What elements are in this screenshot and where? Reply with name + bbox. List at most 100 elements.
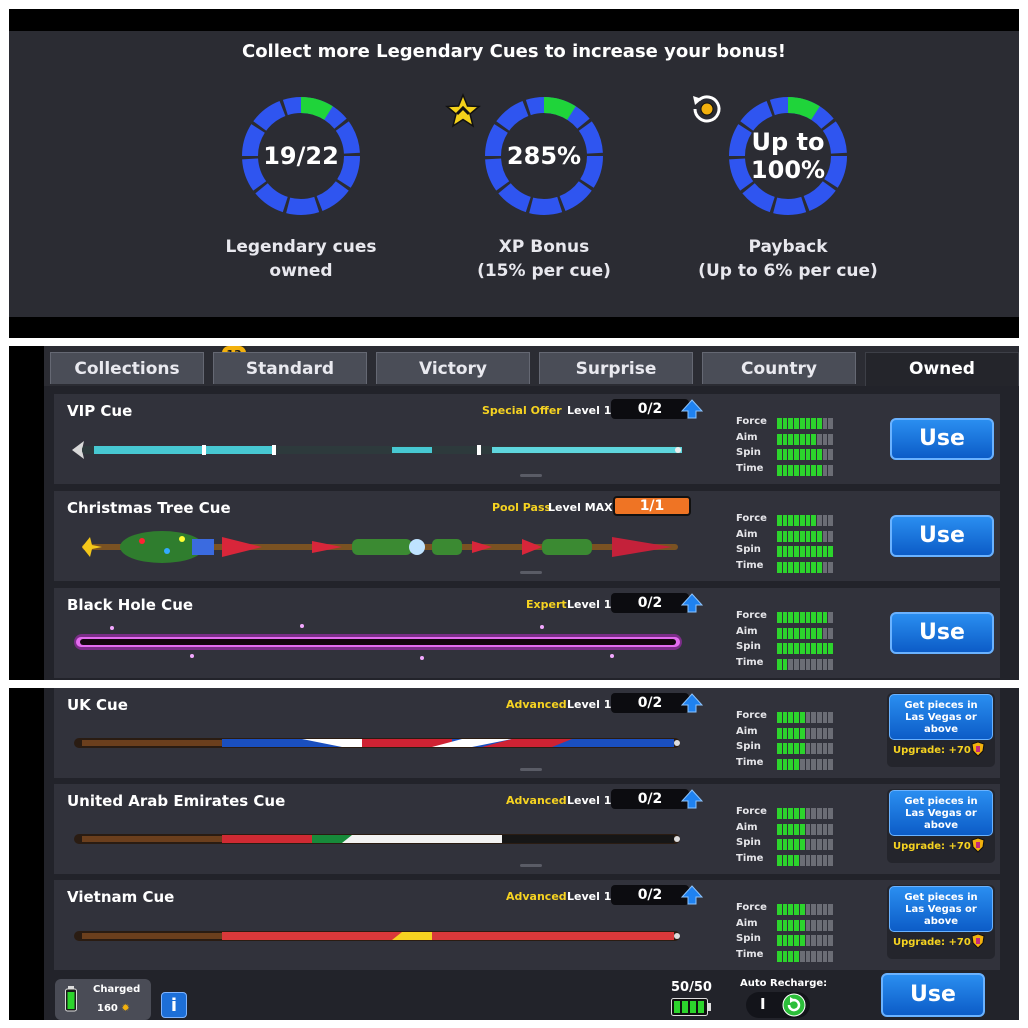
stat-bar [777,839,834,850]
stat-segment [828,808,834,819]
info-button[interactable]: i [161,992,187,1018]
stat-segment [816,449,822,460]
stat-segment [799,712,805,723]
stat-segment [782,919,788,931]
stat-segment [828,758,834,770]
stat-segment [822,612,828,623]
get-pieces-box: Get pieces in Las Vegas or above Upgrade… [887,885,995,959]
stat-bar [777,758,834,770]
stat-segment [794,418,799,429]
cue-stats: Force Aim Spin Time [736,806,846,868]
upgrade-arrow-icon[interactable] [681,692,703,714]
stat-segment [805,546,811,557]
stat-segment [828,743,834,754]
stat-segment [777,950,782,962]
stat-segment [828,546,834,557]
charged-label: Charged [93,984,141,995]
stat-segment [811,712,816,723]
use-button[interactable]: Use [881,973,985,1017]
stat-segment [788,919,794,931]
stat-segment [777,515,782,526]
stat-bar [777,418,834,429]
stat-segment [794,643,799,654]
use-button[interactable]: Use [890,418,994,460]
cues-owned-value: 19/22 [263,142,339,170]
stat-segment [822,823,828,835]
stat-segment [788,808,794,819]
stat-segment [822,515,828,526]
stat-segment [782,515,788,526]
stat-segment [794,950,799,962]
stat-segment [805,727,811,739]
stat-segment [782,808,788,819]
stat-segment [788,515,794,526]
stat-segment [822,530,828,542]
tab-bar: Collections 13 Standard Victory Surprise… [44,346,1019,388]
tab-victory[interactable]: Victory [376,352,530,384]
cue-level: Level MAX [548,501,613,514]
stat-bar [777,561,834,573]
use-button[interactable]: Use [890,612,994,654]
stat-bar [777,627,834,639]
cue-tag: Advanced [506,698,567,711]
stat-segment [799,515,805,526]
upgrade-arrow-icon[interactable] [681,592,703,614]
stat-segment [777,712,782,723]
stat-segment [777,935,782,946]
stat-label: Time [736,656,764,668]
shield-icon [971,933,985,949]
cue-level: Level 1 [567,890,612,903]
stat-force: Force [736,513,846,529]
stat-segment [822,433,828,445]
cue-list-panel-bottom: UK Cue Advanced Level 1 0/2 Force Aim Sp… [9,688,1019,1020]
stat-segment [805,643,811,654]
stat-segment [799,823,805,835]
stat-time: Time [736,560,846,576]
stat-segment [788,758,794,770]
upgrade-arrow-icon[interactable] [681,788,703,810]
get-pieces-line2: Las Vegas or [905,712,977,723]
row-handle [520,768,542,771]
stat-segment [816,950,822,962]
tab-standard[interactable]: Standard [213,352,367,384]
get-pieces-button[interactable]: Get pieces in Las Vegas or above [889,694,993,740]
tab-surprise[interactable]: Surprise [539,352,693,384]
stat-segment [777,643,782,654]
stat-segment [828,935,834,946]
stat-segment [799,758,805,770]
stat-aim: Aim [736,822,846,838]
stat-segment [788,904,794,915]
stat-segment [811,449,816,460]
tab-collections[interactable]: Collections [50,352,204,384]
stat-label: Spin [736,641,761,652]
tab-country[interactable]: Country [702,352,856,384]
get-pieces-line1: Get pieces in [904,892,978,903]
stat-segment [816,658,822,670]
get-pieces-button[interactable]: Get pieces in Las Vegas or above [889,790,993,836]
stat-segment [822,449,828,460]
cue-progress: 0/2 [611,885,689,905]
stat-segment [794,727,799,739]
stat-segment [788,950,794,962]
cue-level: Level 1 [567,598,612,611]
stat-label: Time [736,756,764,768]
stat-bar [777,727,834,739]
stat-label: Time [736,559,764,571]
stat-segment [822,658,828,670]
tab-owned[interactable]: Owned [865,352,1019,388]
stat-bar [777,643,834,654]
auto-recharge-toggle[interactable]: I [746,992,810,1018]
stat-segment [811,433,816,445]
stat-segment [794,823,799,835]
get-pieces-button[interactable]: Get pieces in Las Vegas or above [889,886,993,932]
upgrade-arrow-icon[interactable] [681,398,703,420]
stat-segment [799,530,805,542]
ring-graphic [485,97,603,215]
use-button[interactable]: Use [890,515,994,557]
upgrade-arrow-icon[interactable] [681,884,703,906]
stat-segment [788,530,794,542]
stat-label: Spin [736,447,761,458]
stat-segment [805,418,811,429]
stat-segment [816,418,822,429]
stat-segment [828,418,834,429]
